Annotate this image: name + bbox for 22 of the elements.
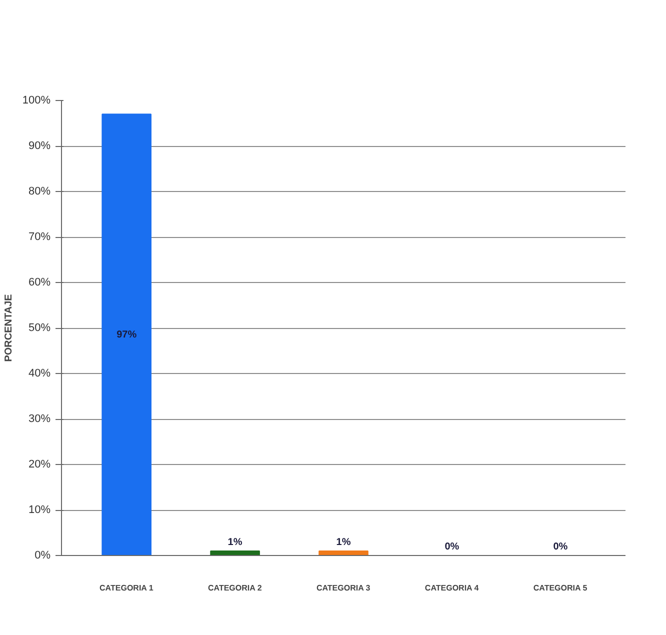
y-tick-label: 20% (28, 458, 51, 470)
x-tick-label: CATEGORIA 3 (316, 584, 371, 592)
y-tick-label: 40% (28, 368, 51, 380)
y-tick-label: 90% (28, 140, 51, 152)
x-tick-label: CATEGORIA 4 (424, 584, 480, 592)
y-tick-label: 100% (22, 94, 51, 106)
x-tick-label: CATEGORIA 1 (100, 584, 154, 592)
data-label: 1% (228, 536, 242, 548)
y-tick-label: 30% (28, 413, 51, 425)
data-label: 1% (336, 536, 351, 548)
y-tick-label: 10% (28, 504, 51, 516)
y-tick-label: 0% (34, 550, 51, 562)
y-tick-label: 80% (28, 186, 51, 198)
data-label: 0% (444, 542, 460, 552)
y-tick-label: 60% (28, 276, 51, 288)
data-label: 0% (553, 542, 568, 552)
y-axis-title: PORCENTAJE (3, 294, 14, 362)
data-label: 97% (116, 329, 137, 340)
y-tick-label: 50% (28, 322, 51, 334)
x-tick-label: CATEGORIA 2 (208, 584, 262, 592)
y-tick-label: 70% (28, 231, 51, 243)
x-tick-label: CATEGORIA 5 (533, 584, 588, 592)
